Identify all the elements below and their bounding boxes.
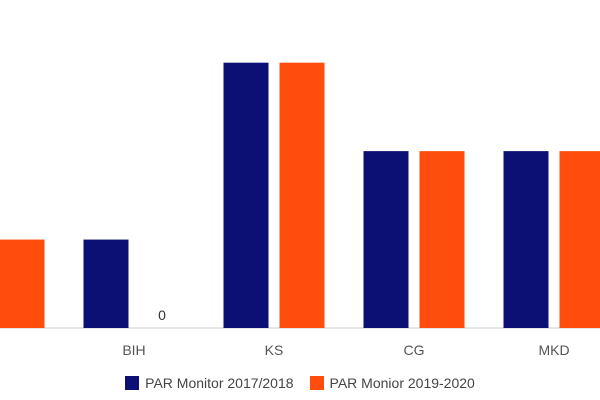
bar-ks-series-1: [223, 62, 269, 328]
bar-mkd-series-2: [559, 151, 600, 328]
x-tick-label: KS: [265, 342, 284, 358]
bar-chart: BIH KS CG MKD 0: [0, 62, 600, 358]
legend-item-1: PAR Monitor 2017/2018: [125, 375, 294, 391]
x-tick-label: CG: [404, 342, 425, 358]
bar-bih-series-1: [83, 239, 129, 328]
data-label: 0: [158, 307, 166, 323]
x-tick-label: BIH: [122, 342, 145, 358]
bar-cg-series-2: [419, 151, 465, 328]
legend-swatch: [125, 376, 140, 390]
x-tick-label: MKD: [538, 342, 569, 358]
legend-label: PAR Monitor 2017/2018: [145, 375, 294, 391]
legend: PAR Monitor 2017/2018 PAR Monior 2019-202…: [0, 372, 600, 394]
legend-item-2: PAR Monior 2019-2020: [309, 375, 475, 391]
bar-first-series-2: [0, 239, 45, 328]
legend-swatch: [309, 376, 324, 390]
legend-label: PAR Monior 2019-2020: [329, 375, 475, 391]
bar-mkd-series-1: [503, 151, 549, 328]
bar-ks-series-2: [279, 62, 325, 328]
bar-cg-series-1: [363, 151, 409, 328]
